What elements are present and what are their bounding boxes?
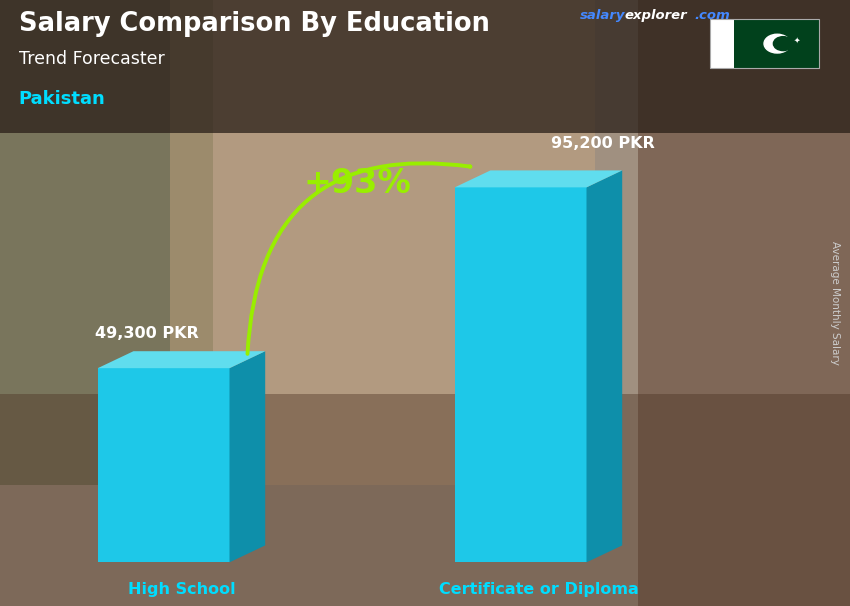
Text: Average Monthly Salary: Average Monthly Salary (830, 241, 840, 365)
FancyBboxPatch shape (0, 0, 212, 485)
FancyBboxPatch shape (0, 0, 850, 133)
Text: ✦: ✦ (794, 36, 800, 44)
Polygon shape (455, 170, 622, 187)
Polygon shape (98, 368, 230, 562)
Circle shape (764, 34, 790, 53)
Text: 95,200 PKR: 95,200 PKR (551, 136, 655, 151)
FancyBboxPatch shape (170, 0, 595, 485)
Polygon shape (230, 351, 265, 562)
Bar (734, 19, 819, 68)
Text: High School: High School (128, 582, 235, 597)
Bar (710, 19, 734, 68)
Circle shape (774, 36, 793, 51)
Text: explorer: explorer (625, 9, 688, 22)
FancyBboxPatch shape (638, 0, 850, 606)
Polygon shape (98, 351, 265, 368)
Text: 49,300 PKR: 49,300 PKR (94, 326, 199, 341)
Text: Trend Forecaster: Trend Forecaster (19, 50, 164, 68)
FancyArrowPatch shape (247, 163, 470, 354)
Bar (710, 19, 819, 68)
Text: salary: salary (580, 9, 626, 22)
Polygon shape (586, 170, 622, 562)
Text: .com: .com (694, 9, 730, 22)
Polygon shape (455, 187, 586, 562)
Text: +93%: +93% (303, 167, 411, 200)
Text: Salary Comparison By Education: Salary Comparison By Education (19, 11, 490, 37)
FancyBboxPatch shape (0, 394, 850, 606)
Text: Pakistan: Pakistan (19, 90, 105, 108)
Text: Certificate or Diploma: Certificate or Diploma (439, 582, 638, 597)
